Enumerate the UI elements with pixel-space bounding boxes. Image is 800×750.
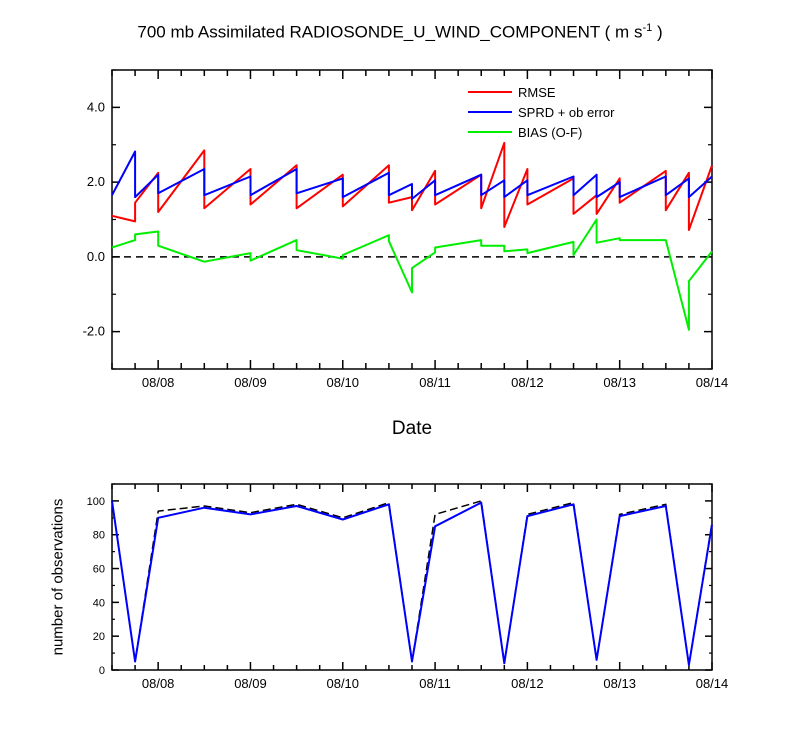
top-x-tick-label: 08/08 (142, 375, 175, 390)
top-x-tick-label: 08/12 (511, 375, 544, 390)
bottom-panel: 08/08 08/09 08/10 08/11 08/12 08/13 08/14 0 20 40… (87, 483, 729, 691)
top-x-tick-label: 08/11 (419, 375, 451, 390)
bottom-x-tick-label: 08/09 (234, 676, 267, 691)
bottom-x-tick-label: 08/13 (603, 676, 636, 691)
top-y-tick-label: 2.0 (87, 174, 105, 189)
bottom-x-tick-label: 08/14 (696, 676, 729, 691)
legend-label-0: RMSE (518, 85, 556, 100)
top-x-tick-label: 08/10 (326, 375, 359, 390)
top-series-sprd-ob-error-line (111, 150, 713, 200)
bottom-series-possible-line (111, 500, 713, 666)
bottom-y-tick-label: 40 (93, 597, 105, 609)
bottom-y-tick-label: 100 (87, 496, 105, 508)
chart-title-superscript: -1 (642, 22, 653, 34)
top-series-bias-o-f-line (111, 218, 713, 331)
x-axis-label: Date (391, 418, 433, 439)
bottom-x-tick-label: 08/11 (419, 676, 451, 691)
bottom-y-tick-label: 20 (93, 631, 105, 643)
legend-label-1: SPRD + ob error (518, 105, 615, 120)
bottom-plot-frame (111, 483, 713, 671)
top-panel: 08/08 08/09 08/10 08/11 08/12 08/13 08/14 -2.0 0… (83, 69, 729, 390)
top-y-tick-label: 4.0 (87, 99, 105, 114)
y-axis-label-observations: number of observations (49, 498, 67, 656)
bottom-x-tick-label: 08/12 (511, 676, 544, 691)
bottom-x-tick-label: 08/08 (142, 676, 175, 691)
bottom-y-tick-label: 80 (93, 530, 105, 542)
bottom-series-used-line (111, 500, 713, 666)
legend-label-2: BIAS (O-F) (518, 125, 582, 140)
bottom-x-tick-label: 08/10 (326, 676, 359, 691)
top-plot-frame (111, 69, 713, 370)
chart-title: 700 mb Assimilated RADIOSONDE_U_WIND_COM… (0, 22, 800, 43)
chart-title-main: 700 mb Assimilated RADIOSONDE_U_WIND_COM… (137, 22, 643, 42)
top-y-tick-label: -2.0 (83, 324, 105, 339)
top-x-tick-label: 08/14 (696, 375, 729, 390)
top-y-tick-label: 0.0 (87, 249, 105, 264)
bottom-y-tick-label: 0 (99, 665, 105, 677)
top-x-tick-label: 08/09 (234, 375, 267, 390)
chart-title-close: ) (652, 22, 663, 42)
bottom-y-tick-label: 60 (93, 564, 105, 576)
top-x-tick-label: 08/13 (603, 375, 636, 390)
